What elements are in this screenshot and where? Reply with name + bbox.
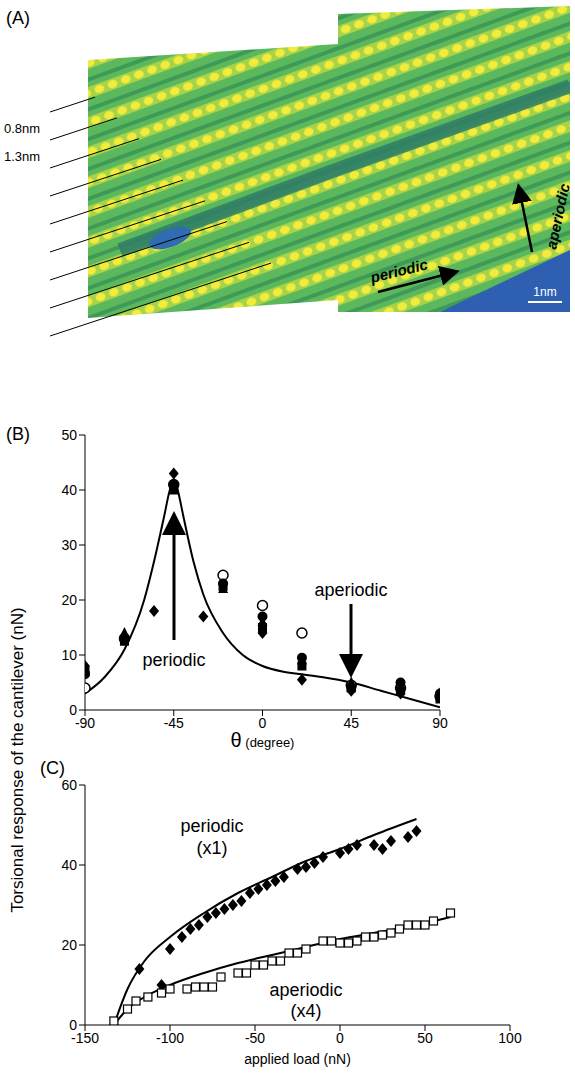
svg-text:(x4): (x4) — [291, 1001, 322, 1021]
svg-text:20: 20 — [61, 937, 77, 953]
html-text:θ(degree): θ(degree) — [230, 729, 295, 751]
html-text:Torsional response of the cant: Torsional response of the cantilever (nN… — [8, 607, 27, 913]
svg-text:-150: -150 — [71, 1029, 99, 1046]
svg-text:1nm: 1nm — [533, 285, 556, 299]
svg-text:-100: -100 — [156, 1030, 184, 1046]
svg-text:periodic: periodic — [142, 650, 205, 670]
svg-text:45: 45 — [343, 715, 359, 731]
svg-text:50: 50 — [417, 1030, 433, 1046]
svg-text:0: 0 — [69, 702, 77, 718]
html-text:(B): (B) — [6, 424, 30, 444]
html-text:applied load (nN): applied load (nN) — [244, 1051, 351, 1067]
svg-text:aperiodic: aperiodic — [314, 580, 387, 600]
svg-text:0: 0 — [336, 1030, 344, 1046]
svg-text:0: 0 — [69, 1017, 77, 1033]
svg-text:1.3nm: 1.3nm — [4, 149, 40, 164]
svg-text:-90: -90 — [75, 715, 95, 731]
html-text:(C): (C) — [40, 758, 65, 778]
svg-text:60: 60 — [61, 777, 77, 793]
svg-text:periodic: periodic — [368, 255, 430, 286]
svg-text:(x1): (x1) — [197, 838, 228, 858]
svg-text:aperiodic: aperiodic — [269, 980, 342, 1000]
svg-text:10: 10 — [61, 647, 77, 663]
svg-text:-45: -45 — [164, 715, 184, 731]
svg-text:20: 20 — [61, 592, 77, 608]
svg-text:-50: -50 — [245, 1030, 265, 1046]
svg-text:0.8nm: 0.8nm — [4, 121, 40, 136]
svg-text:90: 90 — [432, 715, 448, 731]
svg-text:(A): (A) — [6, 8, 30, 28]
svg-text:40: 40 — [61, 482, 77, 498]
svg-text:50: 50 — [61, 427, 77, 443]
svg-text:40: 40 — [61, 857, 77, 873]
svg-text:aperiodic: aperiodic — [542, 181, 573, 250]
svg-text:30: 30 — [61, 537, 77, 553]
svg-text:periodic: periodic — [180, 816, 243, 836]
svg-text:100: 100 — [498, 1030, 522, 1046]
svg-text:0: 0 — [259, 715, 267, 731]
